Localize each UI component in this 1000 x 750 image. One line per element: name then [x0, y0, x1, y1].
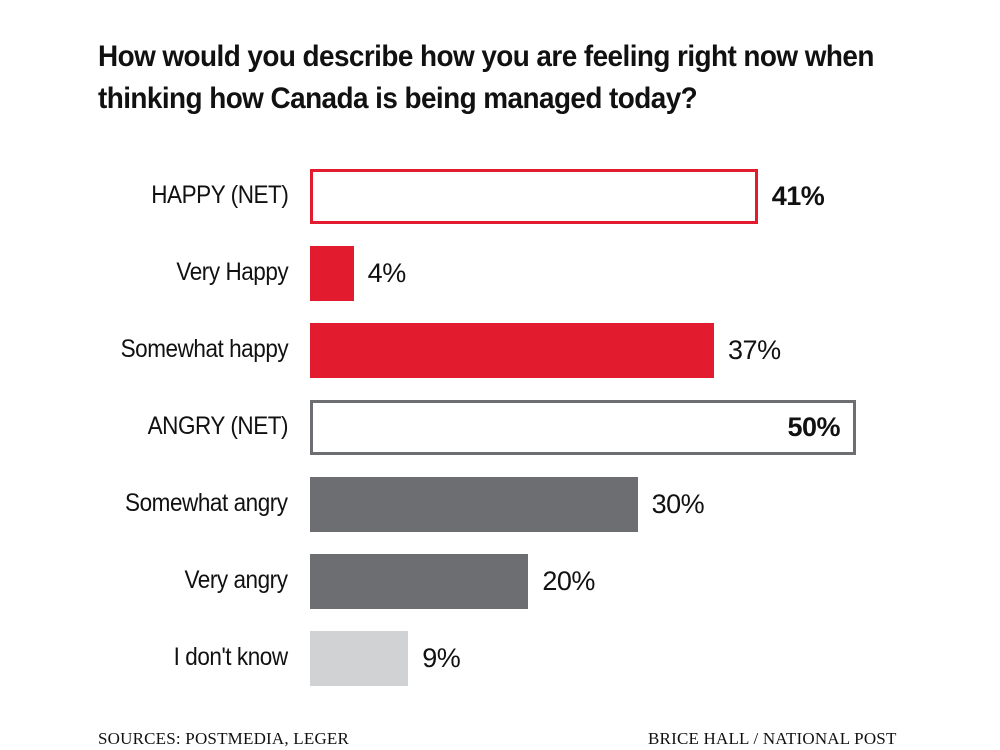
value-label: 9%	[422, 643, 461, 673]
bar	[310, 631, 409, 686]
value-label: 50%	[787, 412, 840, 442]
category-label: ANGRY (NET)	[147, 412, 289, 440]
value-label: 41%	[771, 181, 825, 211]
bar	[310, 554, 529, 609]
bar	[310, 323, 715, 378]
bar	[310, 169, 758, 224]
category-label: I don't know	[174, 643, 288, 671]
value-label: 30%	[651, 489, 705, 519]
category-label: Very Happy	[176, 258, 288, 286]
bar	[310, 246, 354, 301]
credit-note: BRICE HALL / NATIONAL POST	[648, 729, 897, 748]
category-label: Somewhat angry	[125, 489, 288, 517]
source-note: SOURCES: POSTMEDIA, LEGER	[98, 729, 350, 748]
category-label: HAPPY (NET)	[150, 181, 289, 209]
bar	[310, 477, 638, 532]
value-label: 4%	[367, 258, 407, 288]
category-label: Somewhat happy	[120, 335, 288, 363]
value-label: 37%	[728, 335, 781, 365]
value-label: 20%	[542, 566, 595, 596]
bar	[310, 400, 856, 455]
category-label: Very angry	[184, 566, 289, 594]
chart-title: How would you describe how you are feeli…	[98, 40, 874, 115]
